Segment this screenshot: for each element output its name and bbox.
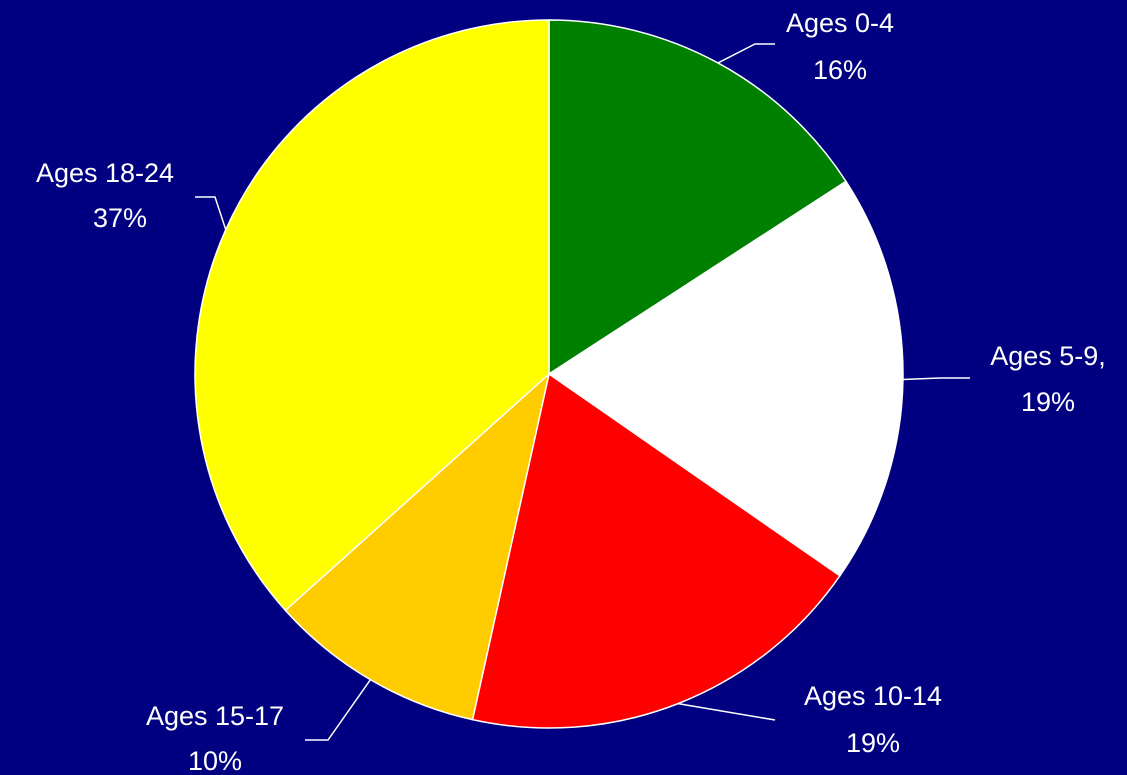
pie-slice <box>471 372 841 729</box>
pie-slice <box>547 180 904 577</box>
slice-label: Ages 15-17 <box>146 701 284 731</box>
slice-label: Ages 18-24 <box>36 158 174 188</box>
leader-line <box>677 702 776 721</box>
slice-value-label: 16% <box>813 55 867 85</box>
slice-label: Ages 0-4 <box>786 8 894 38</box>
slice-label: Ages 5-9, <box>990 341 1106 371</box>
leader-line <box>195 196 227 230</box>
pie-slice <box>548 19 848 376</box>
slice-value-label: 37% <box>93 203 147 233</box>
slice-label: Ages 10-14 <box>804 681 942 711</box>
slice-value-label: 19% <box>846 728 900 758</box>
slice-value-label: 19% <box>1021 387 1075 417</box>
leader-line <box>305 679 372 741</box>
leader-line <box>717 43 775 64</box>
pie-slice <box>284 371 551 721</box>
slice-value-label: 10% <box>188 746 242 775</box>
leader-line <box>902 377 970 381</box>
